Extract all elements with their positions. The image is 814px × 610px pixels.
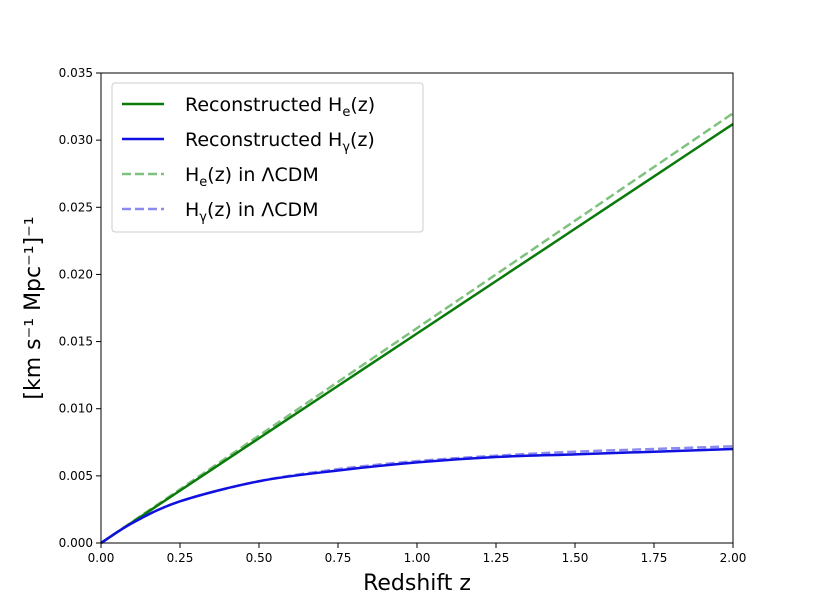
x-axis-label: Redshift z (363, 571, 471, 596)
plot-lines (100, 112, 734, 545)
series-line-4 (100, 445, 734, 545)
x-tick-label: 0.25 (167, 551, 194, 565)
y-tick-label: 0.005 (59, 469, 93, 483)
series-line-2 (100, 447, 734, 545)
x-tick-label: 1.00 (404, 551, 431, 565)
series-line-3 (100, 112, 734, 545)
legend-box (111, 82, 424, 233)
y-tick-label: 0.030 (59, 133, 93, 147)
y-tick-label: 0.010 (59, 402, 93, 416)
x-tick-label: 1.25 (483, 551, 510, 565)
y-tick-label: 0.015 (59, 335, 93, 349)
x-tick-label: 1.75 (641, 551, 668, 565)
x-tick-label: 2.00 (720, 551, 747, 565)
legend-label: He(z) in ΛCDM (185, 164, 319, 190)
y-tick-label: 0.020 (59, 267, 93, 281)
x-axis-ticks: 0.00 0.25 0.50 0.75 1.00 1.25 1.50 1.75 2.00 (88, 543, 747, 565)
x-tick-label: 0.00 (88, 551, 115, 565)
y-tick-label: 0.025 (59, 200, 93, 214)
x-tick-label: 0.50 (246, 551, 273, 565)
legend-label: Hγ(z) in ΛCDM (185, 199, 319, 225)
x-tick-label: 1.50 (562, 551, 589, 565)
y-tick-label: 0.000 (59, 536, 93, 550)
y-axis-label: [km s⁻¹ Mpc⁻¹]⁻¹ (21, 216, 46, 399)
legend: Reconstructed He(z) Reconstructed Hγ(z) H… (111, 82, 424, 233)
legend-label: Reconstructed He(z) (185, 94, 375, 120)
y-axis-ticks: 0.000 0.005 0.010 0.015 0.020 0.025 0.030 0.035 (59, 66, 101, 550)
series-line-1 (100, 122, 734, 545)
y-tick-label: 0.035 (59, 66, 93, 80)
x-tick-label: 0.75 (325, 551, 352, 565)
legend-label: Reconstructed Hγ(z) (185, 129, 375, 155)
